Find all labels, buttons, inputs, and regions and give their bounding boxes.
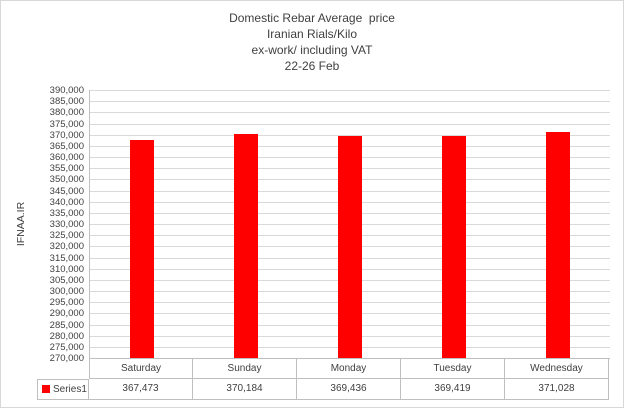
bar-saturday	[130, 140, 154, 358]
category-cell: Monday	[297, 358, 401, 379]
gridline	[90, 112, 610, 114]
chart-title-line: 22-26 Feb	[284, 59, 340, 73]
category-cell: Sunday	[193, 358, 297, 379]
y-tick-label: 310,000	[49, 263, 84, 275]
y-tick-label: 305,000	[49, 274, 84, 286]
y-tick-label: 270,000	[49, 353, 84, 364]
gridline	[90, 123, 610, 125]
y-tick-label: 360,000	[49, 152, 84, 163]
category-cell: Wednesday	[505, 358, 609, 379]
table-corner-spacer	[37, 358, 89, 379]
y-tick-label: 300,000	[49, 286, 84, 297]
y-tick-label: 295,000	[49, 297, 84, 309]
gridline	[90, 90, 610, 91]
y-tick-label: 285,000	[49, 319, 84, 331]
value-cell: 369,419	[401, 379, 505, 400]
y-tick-label: 370,000	[49, 129, 84, 141]
y-tick-label: 380,000	[49, 107, 84, 119]
value-cell: 367,473	[89, 379, 193, 400]
bar-monday	[338, 135, 362, 358]
chart-title-line: ex-work/ including VAT	[251, 43, 373, 57]
y-tick-label: 345,000	[49, 185, 84, 197]
y-tick-label: 320,000	[49, 241, 84, 253]
bar-sunday	[234, 134, 258, 358]
y-tick-label: 275,000	[49, 341, 84, 353]
y-tick-label: 330,000	[49, 219, 84, 230]
chart-title-line: Domestic Rebar Average price	[229, 11, 395, 25]
y-tick-label: 340,000	[49, 196, 84, 208]
plot-area	[89, 90, 610, 359]
y-tick-label: 350,000	[49, 174, 84, 186]
data-table: Saturday Sunday Monday Tuesday Wednesday Ser…	[37, 358, 609, 400]
category-cell: Saturday	[89, 358, 193, 379]
gridline	[90, 101, 610, 103]
y-tick-label: 385,000	[49, 96, 84, 108]
y-tick-label: 390,000	[49, 85, 84, 96]
value-cell: 370,184	[193, 379, 297, 400]
y-tick-label: 315,000	[49, 252, 84, 264]
value-cell: 371,028	[505, 379, 609, 400]
y-tick-label: 280,000	[49, 330, 84, 342]
y-tick-label: 290,000	[49, 308, 84, 320]
legend-cell: Series1	[37, 379, 89, 400]
y-tick-label: 335,000	[49, 207, 84, 219]
value-cells: 367,473 370,184 369,436 369,419 371,028	[89, 379, 609, 400]
chart-title-line: Iranian Rials/Kilo	[266, 27, 358, 41]
y-tick-label: 325,000	[49, 230, 84, 242]
category-cell: Tuesday	[401, 358, 505, 379]
series-color-swatch-icon	[42, 385, 50, 393]
legend-label: Series1	[53, 384, 87, 395]
category-row: Saturday Sunday Monday Tuesday Wednesday	[37, 358, 609, 379]
y-tick-label: 365,000	[49, 140, 84, 152]
value-row: Series1 367,473 370,184 369,436 369,419 371,…	[37, 379, 609, 400]
category-cells: Saturday Sunday Monday Tuesday Wednesday	[89, 358, 609, 379]
chart-title: Domestic Rebar Average price Iranian Ria…	[1, 10, 623, 74]
bar-tuesday	[442, 135, 466, 358]
y-tick-label: 375,000	[49, 118, 84, 130]
bar-wednesday	[546, 132, 570, 358]
y-tick-label: 355,000	[49, 163, 84, 175]
value-cell: 369,436	[297, 379, 401, 400]
gridline	[90, 134, 610, 136]
